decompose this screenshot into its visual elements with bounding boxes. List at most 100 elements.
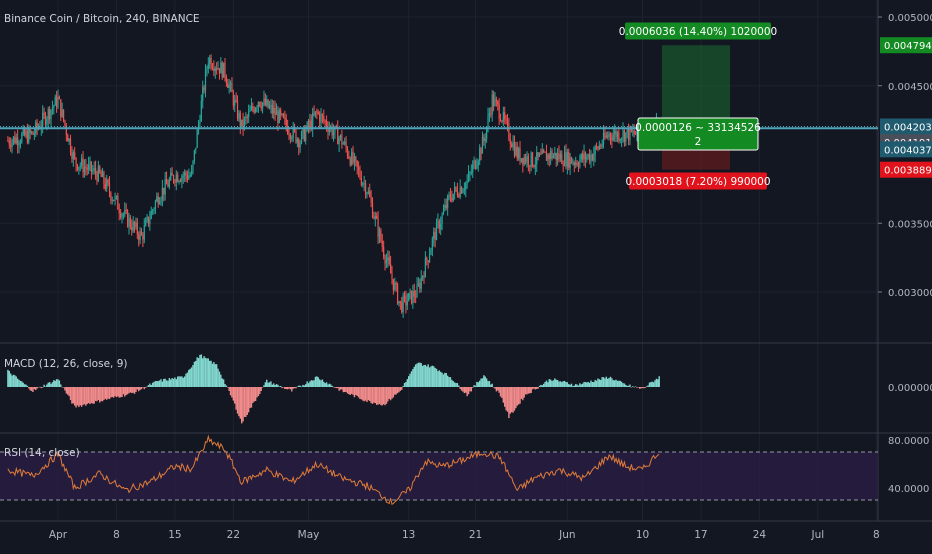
macd-bar (583, 381, 585, 387)
macd-bar (566, 382, 569, 387)
candle (378, 226, 381, 244)
candle (385, 253, 388, 269)
long-position-tool[interactable] (662, 45, 730, 170)
macd-bar (30, 387, 33, 391)
candle (390, 255, 392, 274)
macd-bar (136, 387, 139, 390)
candle-body (93, 167, 95, 171)
time-axis[interactable]: Apr 8 15 22 May 13 21 Jun 10 17 24 Jul 8 (49, 529, 880, 541)
candle-body (62, 109, 65, 121)
candle-body (227, 82, 229, 88)
candle-body (65, 125, 67, 135)
macd-bar (581, 383, 584, 387)
candle (282, 112, 285, 119)
candle (495, 96, 497, 107)
macd-bar (90, 387, 93, 404)
candle-body (573, 162, 575, 165)
candle (530, 151, 532, 172)
macd-bar (282, 387, 285, 388)
candle (408, 292, 410, 302)
macd-bar (377, 387, 379, 405)
candle-body (416, 285, 418, 298)
price-axis[interactable]: 0.0050000 0.0045000 0.0035000 0.0030000 0.00… (878, 13, 932, 495)
candlestick-series[interactable] (7, 54, 660, 319)
candle-body (614, 130, 616, 135)
macd-bar (401, 387, 403, 390)
candle (589, 148, 591, 165)
macd-bar (310, 380, 312, 387)
candle (94, 160, 97, 180)
candle-body (505, 119, 507, 121)
candle-body (266, 99, 268, 106)
macd-bar (185, 373, 187, 387)
macd-bar (392, 387, 395, 398)
candle-body (299, 143, 301, 148)
macd-bar (446, 375, 449, 387)
candle-body (271, 105, 273, 114)
macd-bar (314, 376, 317, 387)
macd-bar (562, 381, 564, 387)
macd-bar (176, 376, 179, 387)
macd-bar (652, 382, 655, 387)
macd-bar (19, 380, 22, 387)
candle (448, 191, 450, 201)
candle-body (469, 172, 471, 174)
candle-body (94, 167, 97, 174)
candle-body (492, 94, 495, 106)
candle-body (248, 111, 250, 117)
candle (405, 290, 407, 314)
candle-body (246, 116, 248, 118)
candle-body (590, 154, 592, 162)
macd-bar (320, 380, 322, 387)
candle-body (298, 139, 300, 148)
candle (83, 159, 86, 178)
macd-bar (374, 387, 376, 404)
candle (399, 300, 401, 310)
macd-bar (328, 383, 331, 387)
macd-bar (86, 387, 88, 405)
macd-bar (124, 387, 126, 397)
candle (413, 283, 415, 303)
candle-body (420, 277, 422, 289)
candle (214, 66, 216, 79)
candle (196, 127, 198, 148)
candle-body (250, 106, 253, 111)
candle-body (270, 105, 272, 107)
macd-bar (426, 366, 428, 387)
macd-bar (300, 386, 303, 388)
stop-label[interactable]: 0.0003018 (7.20%) 990000 (625, 172, 771, 190)
candle-body (405, 295, 407, 306)
macd-bar (291, 387, 293, 392)
macd-bar (658, 376, 660, 387)
macd-bar (318, 379, 321, 387)
candle-body (209, 57, 211, 64)
rsi-series[interactable] (7, 434, 660, 506)
candle (111, 196, 113, 205)
candle (523, 154, 525, 167)
macd-bar (264, 382, 267, 387)
candle (266, 95, 268, 108)
candle (264, 93, 266, 107)
candle-body (378, 229, 381, 237)
candle (57, 89, 59, 110)
macd-bar (506, 387, 509, 412)
macd-bar (448, 376, 450, 387)
candle (491, 90, 493, 122)
macd-bar (487, 381, 489, 387)
candle (344, 137, 346, 146)
macd-bar (544, 382, 546, 387)
candle-body (12, 136, 15, 142)
target-label[interactable]: 0.0006036 (14.40%) 1020000 (619, 22, 777, 40)
candle-body (607, 135, 609, 137)
macd-histogram[interactable] (7, 354, 660, 424)
candle-body (417, 283, 420, 286)
position-labels[interactable]: 0.0006036 (14.40%) 1020000 0.0003018 (7.2… (619, 22, 777, 190)
candle (531, 152, 534, 168)
candle-body (171, 172, 173, 176)
macd-bar (129, 387, 132, 393)
macd-bar (542, 383, 545, 387)
position-center-label[interactable]: 0.0000126 ~ 33134526 2 (635, 117, 761, 151)
candle (459, 179, 461, 200)
